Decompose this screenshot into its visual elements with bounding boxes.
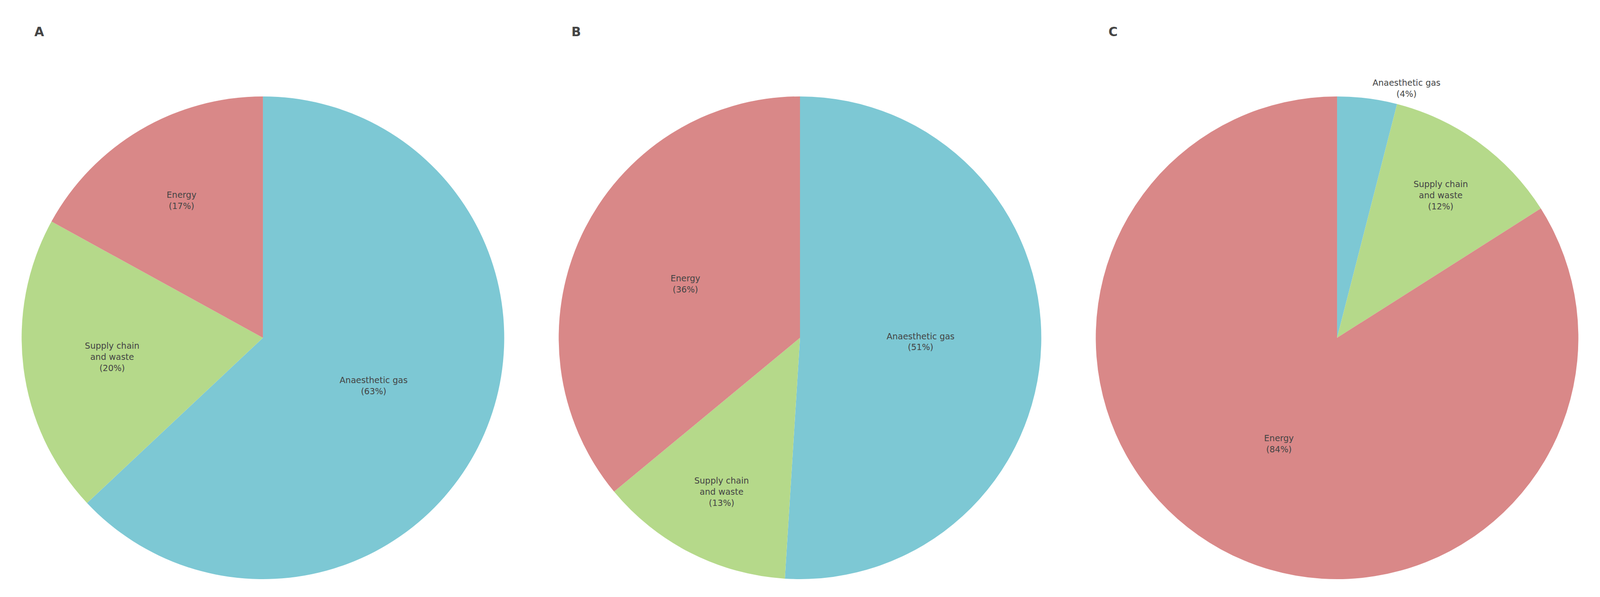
svg-text:A: A <box>34 24 45 40</box>
svg-text:Energy(84%): Energy(84%) <box>1264 433 1295 455</box>
svg-text:Anaesthetic gas(63%): Anaesthetic gas(63%) <box>339 375 408 396</box>
svg-text:Energy(17%): Energy(17%) <box>166 189 197 211</box>
svg-text:C: C <box>1108 24 1118 40</box>
svg-text:B: B <box>571 24 581 40</box>
svg-text:Anaesthetic gas(4%): Anaesthetic gas(4%) <box>1372 77 1441 99</box>
svg-text:Energy(36%): Energy(36%) <box>670 273 701 295</box>
svg-text:Supply chainand waste(20%): Supply chainand waste(20%) <box>84 340 140 373</box>
svg-text:Supply chainand waste(12%): Supply chainand waste(12%) <box>1413 179 1468 211</box>
svg-text:Anaesthetic gas(51%): Anaesthetic gas(51%) <box>886 331 955 353</box>
svg-text:Supply chainand waste(13%): Supply chainand waste(13%) <box>694 475 749 508</box>
